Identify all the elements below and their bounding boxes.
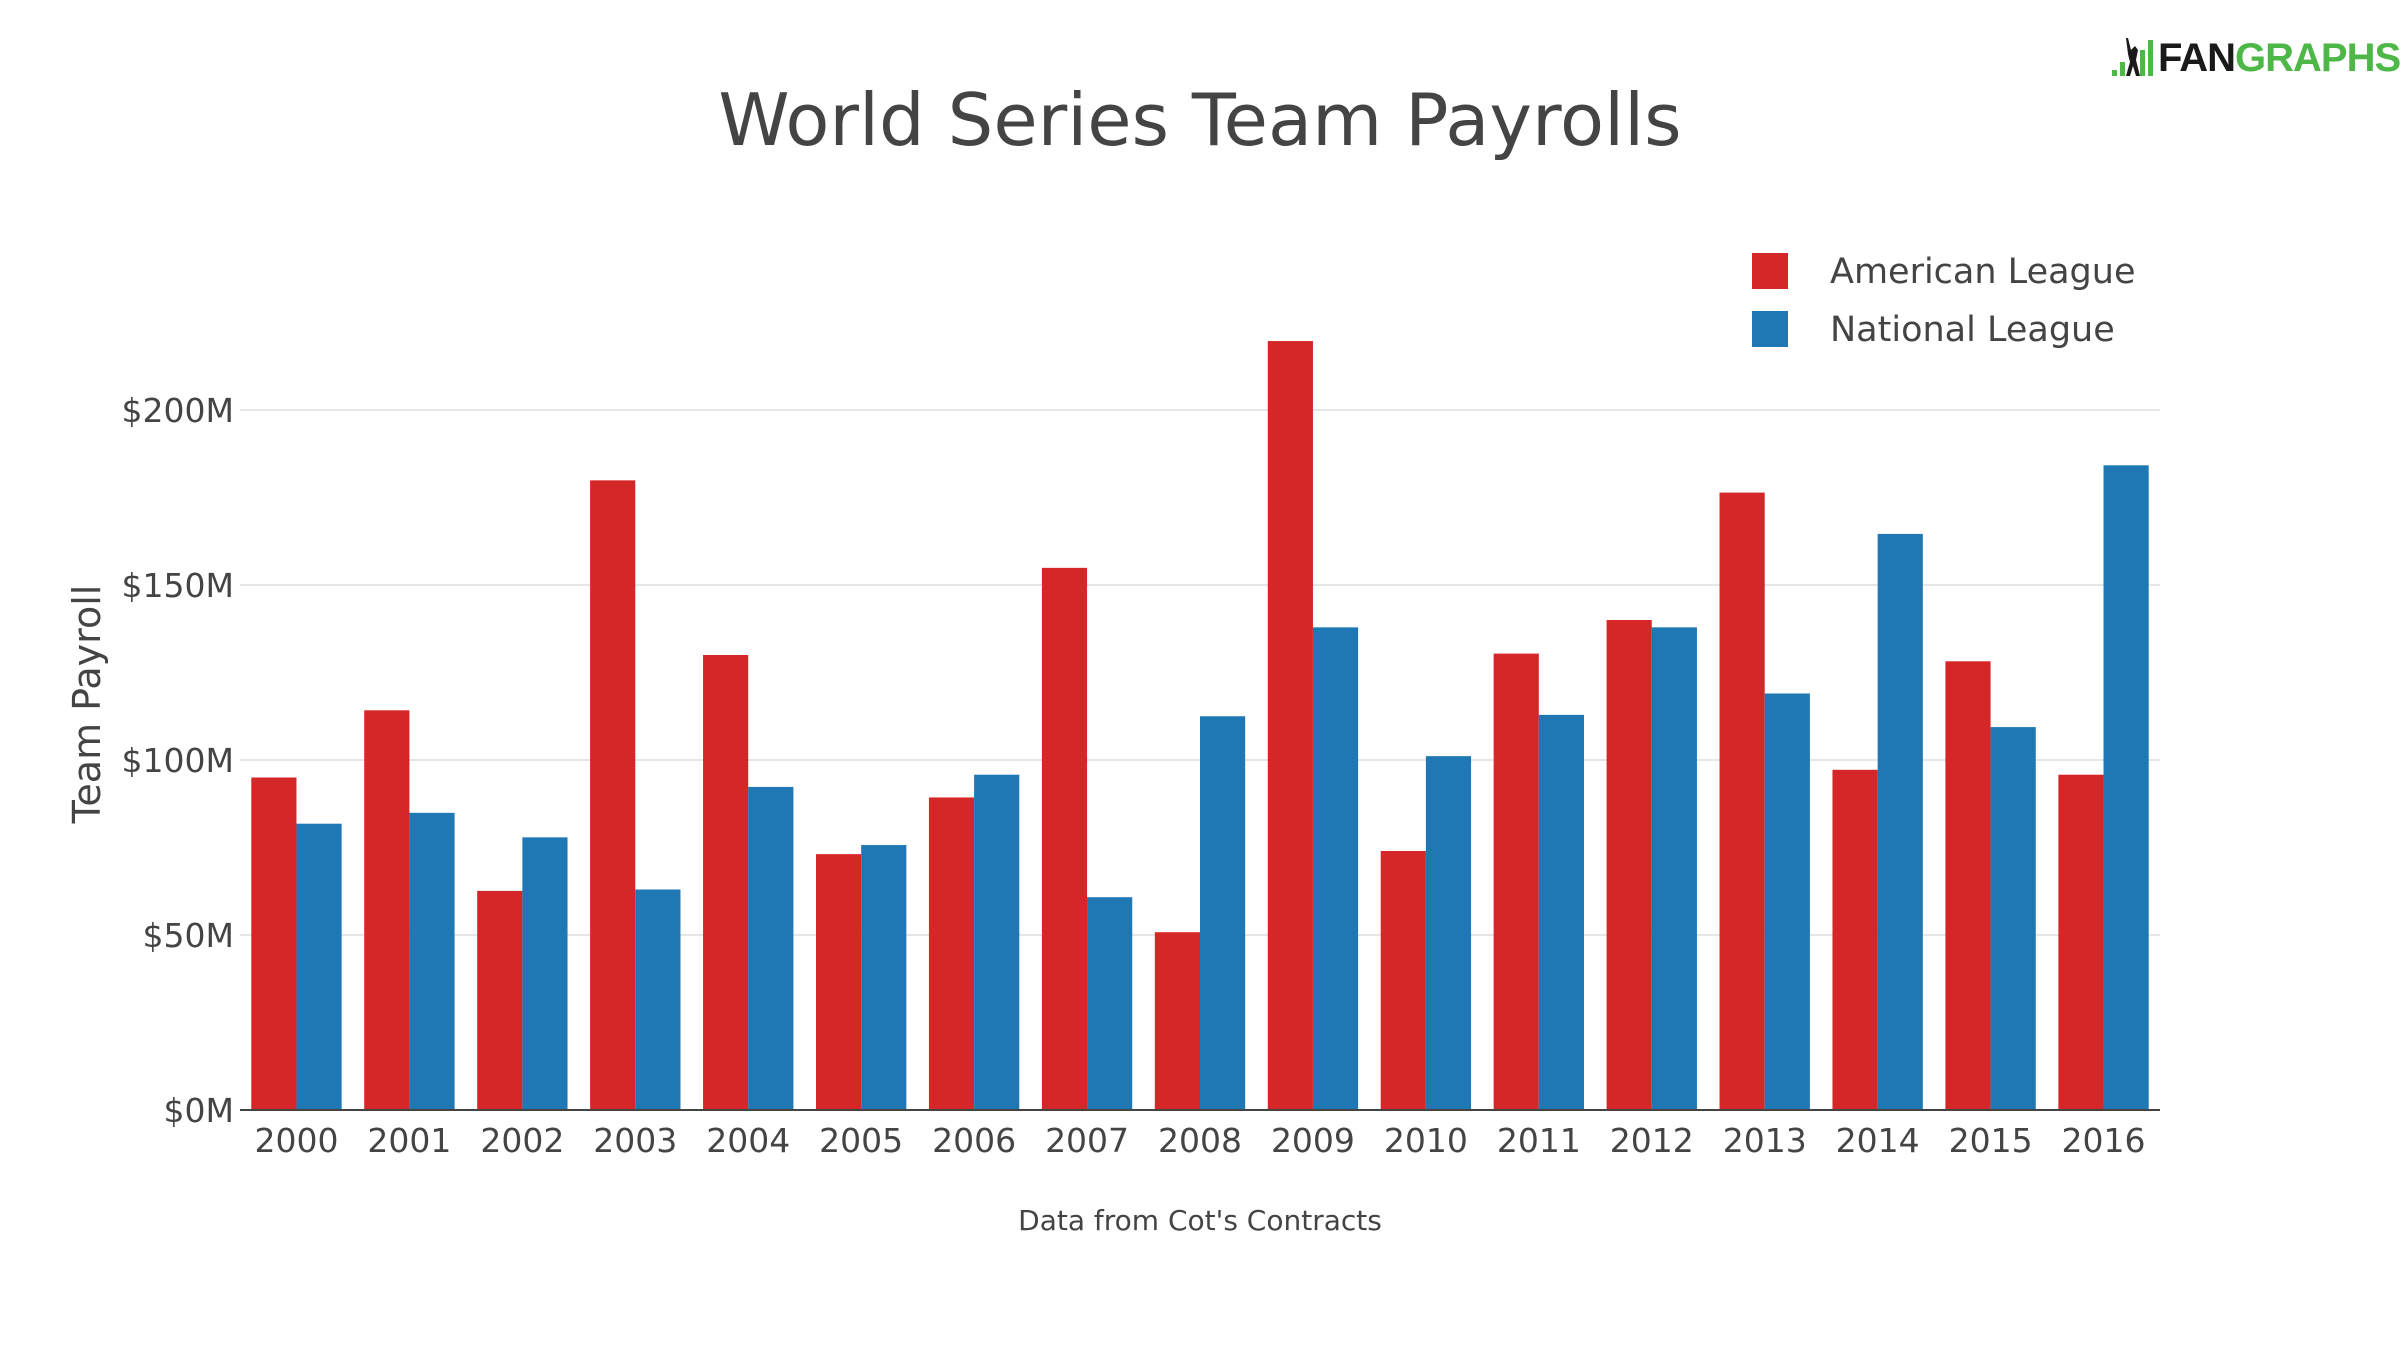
y-axis-label: Team Payroll [65, 585, 109, 825]
x-tick-label: 2016 [2062, 1121, 2146, 1160]
bar-al-2011 [1493, 653, 1539, 1110]
bar-al-2003 [590, 480, 636, 1111]
x-tick-label: 2008 [1158, 1121, 1242, 1160]
logo-text-fan: FAN [2158, 36, 2236, 80]
source-note: Data from Cot's Contracts [1018, 1204, 1382, 1237]
bar-al-2007 [1041, 567, 1088, 1110]
batter-bars-icon [2112, 38, 2153, 76]
bar-nl-2009 [1312, 627, 1359, 1110]
bar-al-2012 [1606, 620, 1652, 1110]
x-tick-label: 2006 [932, 1121, 1016, 1160]
bar-nl-2013 [1764, 693, 1810, 1110]
bar-al-2004 [703, 655, 749, 1110]
bar-al-2006 [928, 797, 975, 1110]
bar-nl-2006 [974, 774, 1020, 1110]
bar-nl-2005 [861, 845, 907, 1110]
bar-nl-2016 [2103, 465, 2149, 1110]
bar-nl-2011 [1538, 714, 1584, 1110]
x-tick-label: 2012 [1610, 1121, 1694, 1160]
x-tick-label: 2000 [254, 1121, 338, 1160]
x-tick-label: 2004 [706, 1121, 790, 1160]
bar-al-2014 [1832, 769, 1878, 1110]
y-tick-label: $50M [143, 916, 234, 955]
legend-swatch [1752, 253, 1788, 289]
bar-nl-2010 [1425, 756, 1472, 1110]
bar-nl-2014 [1877, 533, 1923, 1110]
bar-al-2013 [1719, 492, 1765, 1111]
bar-nl-2007 [1087, 897, 1133, 1110]
bar-nl-2000 [296, 823, 342, 1110]
bar-al-2016 [2058, 774, 2104, 1110]
x-tick-label: 2010 [1384, 1121, 1468, 1160]
y-tick-label: $0M [164, 1091, 234, 1130]
bar-al-2008 [1154, 932, 1200, 1110]
y-tick-label: $150M [122, 566, 234, 605]
legend-label: American League [1830, 252, 2135, 292]
bar-nl-2002 [522, 837, 568, 1110]
legend-label: National League [1830, 310, 2115, 350]
bar-al-2009 [1267, 341, 1313, 1110]
bar-al-2010 [1380, 851, 1426, 1110]
x-tick-label: 2009 [1271, 1121, 1355, 1160]
bar-nl-2008 [1200, 716, 1246, 1110]
x-tick-label: 2011 [1497, 1121, 1581, 1160]
bar-al-2005 [816, 854, 862, 1110]
bar-nl-2015 [1990, 727, 2036, 1110]
y-tick-label: $100M [122, 741, 234, 780]
x-tick-label: 2001 [367, 1121, 451, 1160]
chart-title: World Series Team Payrolls [718, 78, 1681, 162]
x-tick-label: 2005 [819, 1121, 903, 1160]
x-tick-label: 2014 [1836, 1121, 1920, 1160]
fangraphs-logo: FAN GRAPHS [2112, 36, 2400, 78]
x-tick-label: 2003 [593, 1121, 677, 1160]
legend-swatch [1752, 311, 1788, 347]
bar-al-2002 [477, 890, 523, 1110]
bar-nl-2003 [635, 889, 681, 1110]
bar-nl-2012 [1651, 627, 1697, 1110]
x-tick-label: 2002 [480, 1121, 564, 1160]
bar-nl-2004 [748, 786, 794, 1110]
y-tick-label: $200M [122, 391, 234, 430]
bar-al-2001 [364, 710, 410, 1110]
logo-text-graphs: GRAPHS [2235, 36, 2400, 80]
bar-al-2015 [1945, 661, 1991, 1110]
bar-nl-2001 [409, 812, 455, 1110]
legend: American League National League [1752, 252, 2135, 350]
x-tick-label: 2007 [1045, 1121, 1129, 1160]
x-tick-label: 2015 [1949, 1121, 2033, 1160]
bar-al-2000 [251, 777, 297, 1110]
x-tick-label: 2013 [1723, 1121, 1807, 1160]
